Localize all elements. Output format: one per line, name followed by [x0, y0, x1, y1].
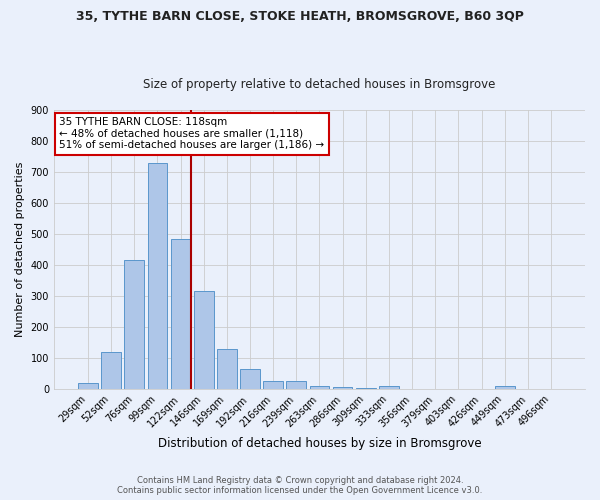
Bar [170, 238, 190, 389]
Text: 35, TYTHE BARN CLOSE, STOKE HEATH, BROMSGROVE, B60 3QP: 35, TYTHE BARN CLOSE, STOKE HEATH, BROMS… [76, 10, 524, 23]
X-axis label: Distribution of detached houses by size in Bromsgrove: Distribution of detached houses by size … [158, 437, 481, 450]
Bar [310, 386, 329, 389]
Bar [333, 388, 352, 389]
Bar [194, 292, 214, 389]
Y-axis label: Number of detached properties: Number of detached properties [15, 162, 25, 337]
Text: 35 TYTHE BARN CLOSE: 118sqm
← 48% of detached houses are smaller (1,118)
51% of : 35 TYTHE BARN CLOSE: 118sqm ← 48% of det… [59, 117, 325, 150]
Title: Size of property relative to detached houses in Bromsgrove: Size of property relative to detached ho… [143, 78, 496, 91]
Text: Contains HM Land Registry data © Crown copyright and database right 2024.
Contai: Contains HM Land Registry data © Crown c… [118, 476, 482, 495]
Bar [263, 380, 283, 389]
Bar [356, 388, 376, 389]
Bar [78, 382, 98, 389]
Bar [240, 370, 260, 389]
Bar [124, 260, 144, 389]
Bar [148, 163, 167, 389]
Bar [217, 348, 236, 389]
Bar [286, 381, 306, 389]
Bar [379, 386, 399, 389]
Bar [495, 386, 515, 389]
Bar [101, 352, 121, 389]
